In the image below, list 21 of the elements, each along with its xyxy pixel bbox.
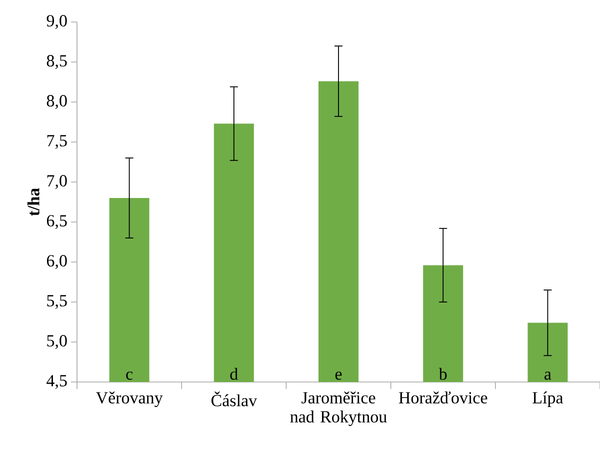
x-tick-label: Čáslav [211, 392, 258, 406]
x-tick-label: Lípa [532, 392, 564, 407]
y-tick-label: 8,0 [46, 95, 67, 109]
y-tick-label: 6,5 [46, 215, 67, 229]
annotation: a [544, 372, 552, 380]
y-tick-label: 4,5 [46, 375, 67, 389]
annotation: d [230, 368, 238, 380]
y-axis-title: t/ha [27, 188, 40, 216]
annotation: e [335, 372, 342, 380]
y-tick-label: 5,0 [47, 335, 67, 349]
annotation: b [438, 368, 447, 380]
x-tick-label: Horažďovice [398, 392, 488, 404]
y-tick-label: 5,5 [47, 295, 67, 309]
annotation: c [126, 372, 133, 380]
x-tick-label: Jaroměřice nad Rokytnou [290, 392, 387, 426]
y-tick-label: 7,5 [47, 135, 67, 149]
y-tick-label: 6,0 [46, 255, 67, 269]
y-tick-label: 8,5 [46, 55, 67, 69]
x-tick-label: Věrovany [96, 392, 163, 408]
y-tick-label: 9,0 [46, 15, 67, 29]
y-tick-label: 7,0 [47, 175, 67, 189]
